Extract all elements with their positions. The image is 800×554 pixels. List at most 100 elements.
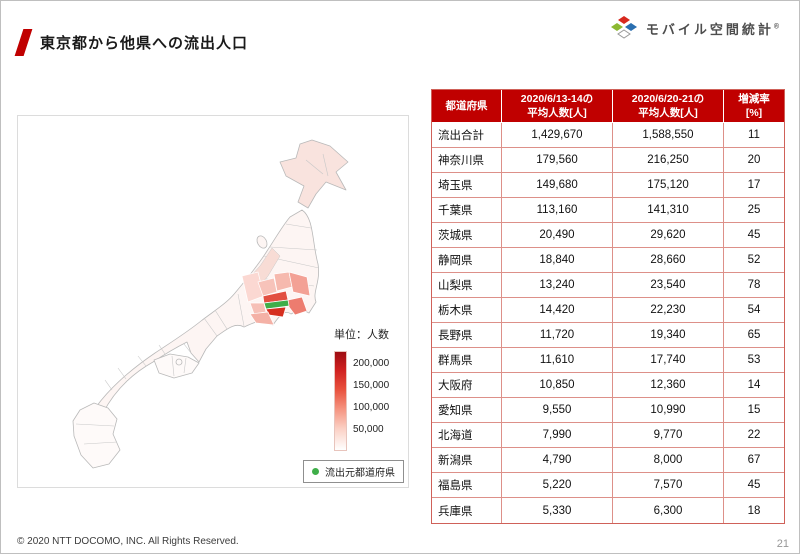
japan-map — [72, 139, 349, 469]
table-row: 北海道 7,990 9,770 22 — [432, 423, 784, 449]
value-cell: 179,560 — [502, 148, 613, 174]
kyushu-region — [72, 402, 121, 469]
value-cell: 22 — [724, 423, 784, 449]
value-cell: 20 — [724, 148, 784, 174]
value-cell: 14,420 — [502, 298, 613, 324]
table-row: 大阪府 10,850 12,360 14 — [432, 373, 784, 399]
title-accent-bar — [14, 29, 33, 56]
title-row: 東京都から他県への流出人口 — [14, 29, 248, 56]
table-row: 群馬県 11,610 17,740 53 — [432, 348, 784, 374]
legend-tick: 100,000 — [353, 402, 390, 413]
prefecture-cell: 埼玉県 — [432, 173, 502, 199]
value-cell: 65 — [724, 323, 784, 349]
legend-tick-labels: 200,000 150,000 100,000 50,000 — [353, 351, 389, 451]
prefecture-cell: 愛知県 — [432, 398, 502, 424]
prefecture-cell: 新潟県 — [432, 448, 502, 474]
table-row: 愛知県 9,550 10,990 15 — [432, 398, 784, 424]
value-cell: 11 — [724, 123, 784, 149]
kanto-heat-regions — [241, 271, 311, 326]
copyright-note: © 2020 NTT DOCOMO, INC. All Rights Reser… — [17, 536, 239, 547]
table-row: 福島県 5,220 7,570 45 — [432, 473, 784, 499]
value-cell: 78 — [724, 273, 784, 299]
legend-tick: 200,000 — [353, 358, 390, 369]
table-row: 埼玉県 149,680 175,120 17 — [432, 173, 784, 199]
prefecture-cell: 北海道 — [432, 423, 502, 449]
legend-tick: 50,000 — [353, 424, 384, 435]
value-cell: 6,300 — [613, 498, 724, 524]
value-cell: 23,540 — [613, 273, 724, 299]
value-cell: 67 — [724, 448, 784, 474]
prefecture-cell: 神奈川県 — [432, 148, 502, 174]
value-cell: 9,550 — [502, 398, 613, 424]
legend-body: 200,000 150,000 100,000 50,000 — [334, 351, 389, 451]
table-row: 兵庫県 5,330 6,300 18 — [432, 498, 784, 524]
value-cell: 5,330 — [502, 498, 613, 524]
japan-map-panel: 単位：人数 200,000 150,000 100,000 50,000 流出元都道府… — [17, 115, 409, 488]
value-cell: 54 — [724, 298, 784, 324]
value-cell: 1,588,550 — [613, 123, 724, 149]
value-cell: 52 — [724, 248, 784, 274]
value-cell: 216,250 — [613, 148, 724, 174]
value-cell: 4,790 — [502, 448, 613, 474]
prefecture-cell: 茨城県 — [432, 223, 502, 249]
gunma-region — [257, 277, 278, 297]
shikoku-region — [153, 353, 200, 379]
value-cell: 14 — [724, 373, 784, 399]
table-row: 山梨県 13,240 23,540 78 — [432, 273, 784, 299]
brand-logo: モバイル空間統計® — [609, 15, 779, 41]
col-header-rate: 増減率 [%] — [724, 90, 784, 124]
value-cell: 7,570 — [613, 473, 724, 499]
value-cell: 8,000 — [613, 448, 724, 474]
table-row: 長野県 11,720 19,340 65 — [432, 323, 784, 349]
mobile-spatial-stats-logo-icon — [610, 16, 637, 39]
col-header-week2: 2020/6/20-21の 平均人数[人] — [613, 90, 724, 124]
ibaraki-region — [288, 271, 311, 297]
registered-mark: ® — [773, 23, 779, 31]
prefecture-cell: 大阪府 — [432, 373, 502, 399]
value-cell: 15 — [724, 398, 784, 424]
table-row: 茨城県 20,490 29,620 45 — [432, 223, 784, 249]
value-cell: 20,490 — [502, 223, 613, 249]
table-header-row: 都道府県 2020/6/13-14の 平均人数[人] 2020/6/20-21の… — [432, 90, 784, 124]
value-cell: 175,120 — [613, 173, 724, 199]
value-cell: 29,620 — [613, 223, 724, 249]
color-gradient-bar — [334, 351, 347, 451]
awaji-island — [175, 358, 183, 366]
prefecture-cell: 千葉県 — [432, 198, 502, 224]
value-cell: 7,990 — [502, 423, 613, 449]
table-row: 新潟県 4,790 8,000 67 — [432, 448, 784, 474]
value-cell: 13,240 — [502, 273, 613, 299]
table-header: 都道府県 2020/6/13-14の 平均人数[人] 2020/6/20-21の… — [432, 90, 784, 124]
value-cell: 18,840 — [502, 248, 613, 274]
prefecture-cell: 静岡県 — [432, 248, 502, 274]
prefecture-cell: 山梨県 — [432, 273, 502, 299]
prefecture-cell: 兵庫県 — [432, 498, 502, 524]
prefecture-cell: 栃木県 — [432, 298, 502, 324]
prefecture-cell: 長野県 — [432, 323, 502, 349]
value-cell: 45 — [724, 223, 784, 249]
value-cell: 10,850 — [502, 373, 613, 399]
table-row: 静岡県 18,840 28,660 52 — [432, 248, 784, 274]
value-cell: 12,360 — [613, 373, 724, 399]
table-row: 神奈川県 179,560 216,250 20 — [432, 148, 784, 174]
col-header-week1: 2020/6/13-14の 平均人数[人] — [502, 90, 613, 124]
honshu-region — [95, 209, 320, 414]
value-cell: 11,720 — [502, 323, 613, 349]
prefecture-cell: 流出合計 — [432, 123, 502, 149]
value-cell: 45 — [724, 473, 784, 499]
value-cell: 22,230 — [613, 298, 724, 324]
value-cell: 5,220 — [502, 473, 613, 499]
value-cell: 25 — [724, 198, 784, 224]
value-cell: 149,680 — [502, 173, 613, 199]
value-cell: 113,160 — [502, 198, 613, 224]
source-legend-label: 流出元都道府県 — [325, 468, 395, 479]
outflow-table: 都道府県 2020/6/13-14の 平均人数[人] 2020/6/20-21の… — [431, 89, 785, 525]
legend-title: 単位：人数 — [334, 329, 389, 341]
prefecture-cell: 福島県 — [432, 473, 502, 499]
value-cell: 141,310 — [613, 198, 724, 224]
table-row: 千葉県 113,160 141,310 25 — [432, 198, 784, 224]
table-body: 流出合計 1,429,670 1,588,550 11 神奈川県 179,560 216,2… — [432, 123, 784, 524]
table-row: 流出合計 1,429,670 1,588,550 11 — [432, 123, 784, 149]
source-green-dot-icon — [312, 468, 319, 475]
